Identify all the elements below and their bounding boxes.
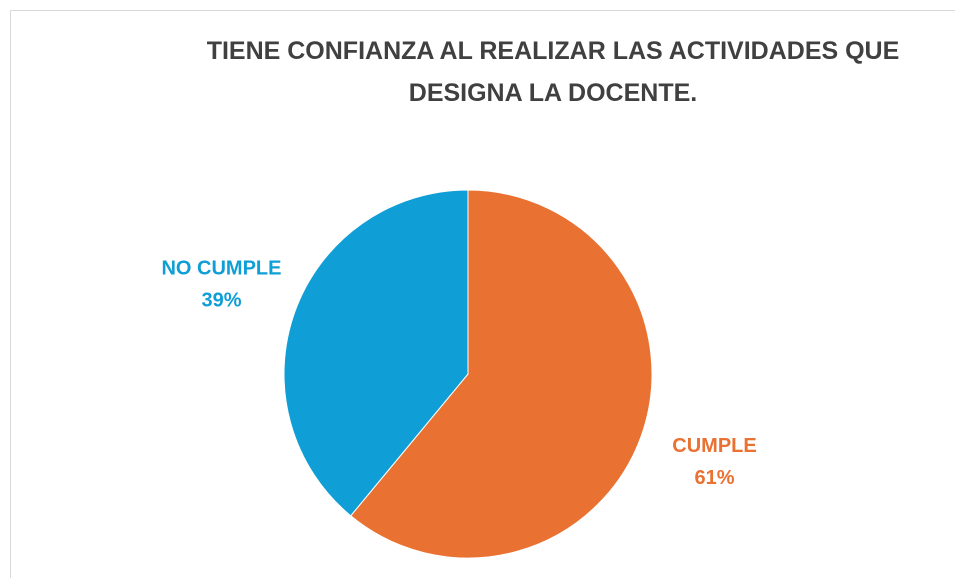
pie-slice: [283, 189, 469, 517]
chart-border: [10, 10, 955, 578]
slice-value-label: 61%: [694, 467, 734, 489]
slice-category-label: CUMPLE: [672, 435, 756, 457]
slice-value-label: 39%: [201, 290, 241, 312]
slice-category-label: NO CUMPLE: [161, 258, 281, 280]
pie-slice: [350, 189, 653, 559]
chart-title: TIENE CONFIANZA AL REALIZAR LAS ACTIVIDA…: [206, 37, 900, 107]
